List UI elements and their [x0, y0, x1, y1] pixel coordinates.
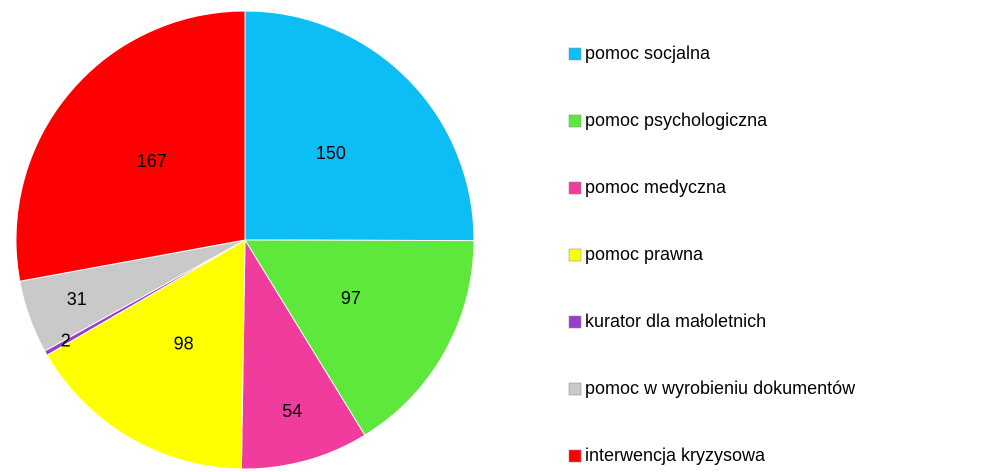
- data-label: 31: [67, 289, 87, 309]
- legend-label: pomoc socjalna: [585, 43, 711, 63]
- legend-swatch: [568, 181, 582, 195]
- data-label: 54: [282, 401, 302, 421]
- legend-label: pomoc prawna: [585, 244, 704, 264]
- legend-swatch: [568, 248, 582, 262]
- legend-label: pomoc medyczna: [585, 177, 727, 197]
- data-label: 98: [174, 333, 194, 353]
- legend-label: pomoc psychologiczna: [585, 110, 768, 130]
- data-label: 167: [137, 151, 167, 171]
- legend-swatch: [568, 382, 582, 396]
- legend-label: pomoc w wyrobieniu dokumentów: [585, 378, 856, 398]
- legend-label: kurator dla małoletnich: [585, 311, 766, 331]
- data-label: 2: [61, 331, 71, 351]
- pie-slice: [244, 239, 475, 436]
- data-label: 97: [341, 288, 361, 308]
- pie-slice: [46, 239, 246, 470]
- pie-slice: [15, 10, 246, 282]
- legend-swatch: [568, 114, 582, 128]
- legend-label: interwencja kryzysowa: [585, 445, 766, 465]
- legend-swatch: [568, 315, 582, 329]
- data-label: 150: [316, 143, 346, 163]
- legend-swatch: [568, 47, 582, 61]
- legend-swatch: [568, 449, 582, 463]
- pie-slice: [240, 238, 366, 470]
- pie-slice: [244, 10, 475, 242]
